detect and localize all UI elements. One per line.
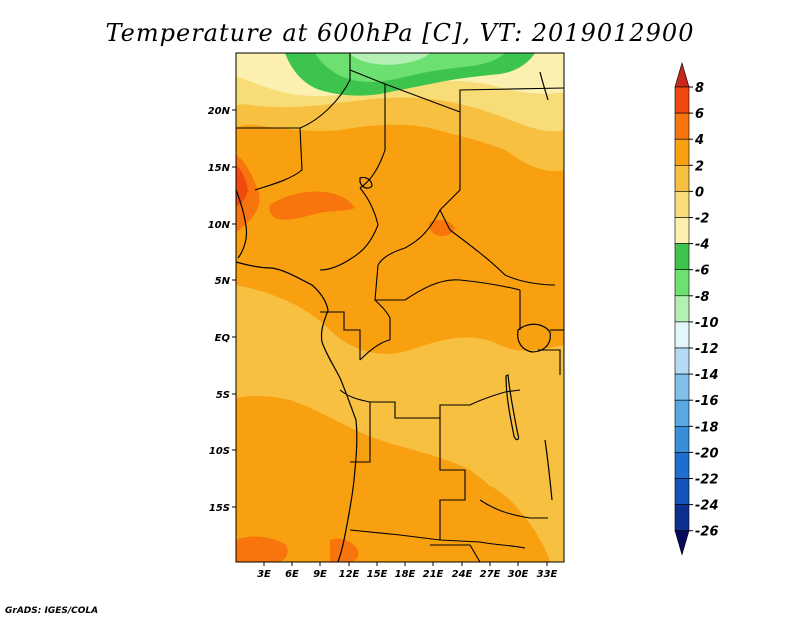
colorbar-swatch <box>674 243 690 271</box>
temperature-field-2-4-south <box>236 400 400 562</box>
red-sea-coast <box>539 71 549 101</box>
lon-tick-label: 27E <box>480 569 501 580</box>
lake-victoria-outline <box>517 323 551 353</box>
lake-chad-outline <box>359 176 373 189</box>
colorbar-swatch <box>674 217 690 244</box>
colorbar-label: 0 <box>695 185 704 200</box>
colorbar-label: -12 <box>695 342 719 357</box>
colorbar-label: -4 <box>695 238 709 253</box>
colorbar-swatch <box>674 295 690 323</box>
colorbar-label: 6 <box>695 107 704 122</box>
colorbar-swatch-above-8 <box>674 61 690 88</box>
temperature-map <box>236 53 564 562</box>
colorbar-swatch <box>674 86 690 114</box>
colorbar-swatch <box>674 504 690 532</box>
lat-tick-label: 5N <box>215 276 231 287</box>
colorbar-swatch <box>674 191 690 218</box>
temperature-field-4-6-patch <box>290 206 312 216</box>
lat-tick-label: 15N <box>208 163 231 174</box>
colorbar-label: -16 <box>695 394 719 409</box>
temperature-field-0-2-south <box>236 285 564 562</box>
lon-tick-label: 24E <box>452 569 473 580</box>
colorbar-label: -14 <box>695 368 719 383</box>
temperature-field-2-4-southeast <box>429 470 550 562</box>
temperature-field-4-6-east <box>429 220 455 236</box>
lat-tick-label: 20N <box>208 106 231 117</box>
colorbar-label: -18 <box>695 420 719 435</box>
lat-tick-label: EQ <box>215 333 231 344</box>
colorbar-label: -22 <box>695 473 719 488</box>
country-borders <box>236 53 564 562</box>
coastline-west-bulge <box>236 189 248 259</box>
colorbar-label: 8 <box>695 81 704 96</box>
lat-tick-label: 10S <box>209 446 230 457</box>
longitude-axis: 3E 6E 9E 12E 15E 18E 21E 24E 27E 30E 33E <box>257 562 558 580</box>
colorbar-swatch <box>674 138 690 166</box>
temperature-field-4-6-south <box>330 538 359 562</box>
coastline-west-africa <box>236 261 358 562</box>
colorbar-swatch <box>674 269 690 297</box>
map-title: Temperature at 600hPa [C], VT: 201901290… <box>106 19 695 47</box>
lon-tick-label: 9E <box>313 569 327 580</box>
colorbar-label: -6 <box>695 264 709 279</box>
colorbar-swatch <box>674 425 690 453</box>
grads-credit: GrADS: IGES/COLA <box>5 606 98 616</box>
lon-tick-label: 6E <box>285 569 299 580</box>
lake-tanganyika-outline <box>505 374 520 441</box>
colorbar-swatch <box>674 321 690 349</box>
latitude-axis: 20N 15N 10N 5N EQ 5S 10S 15S <box>208 106 236 514</box>
temperature-field-4-6-southwest <box>236 536 288 562</box>
lon-tick-label: 30E <box>508 569 529 580</box>
colorbar-swatch <box>674 399 690 427</box>
temperature-field-4-6-sahel <box>269 191 355 220</box>
colorbar-label: -10 <box>695 316 719 331</box>
colorbar-label: 4 <box>694 133 704 148</box>
colorbar-swatch-below-minus26 <box>674 530 690 556</box>
temperature-field-6-8 <box>236 165 248 206</box>
lat-tick-label: 10N <box>208 220 231 231</box>
colorbar-swatch <box>674 478 690 505</box>
colorbar-label: -20 <box>695 446 719 461</box>
colorbar-label: -26 <box>695 525 719 540</box>
map-frame <box>235 52 565 563</box>
colorbar-swatch <box>674 347 690 375</box>
lon-tick-label: 21E <box>423 569 444 580</box>
colorbar-swatch <box>674 112 690 140</box>
colorbar-label: 2 <box>695 159 704 174</box>
colorbar-swatch <box>674 452 690 479</box>
colorbar-swatch <box>674 165 690 192</box>
colorbar-swatch <box>674 373 690 401</box>
lat-tick-label: 15S <box>209 503 230 514</box>
lon-tick-label: 3E <box>257 569 271 580</box>
temperature-colorbar: 8 6 4 2 0 -2 -4 -6 -8 -10 -12 -14 -16 -18 -20 -22 -24 -26 <box>674 61 719 556</box>
lon-tick-label: 12E <box>339 569 360 580</box>
temperature-field-minus10-minus8 <box>350 53 430 65</box>
lon-tick-label: 33E <box>537 569 558 580</box>
lake-malawi-outline <box>544 439 553 501</box>
lat-tick-label: 5S <box>216 390 230 401</box>
lon-tick-label: 15E <box>367 569 388 580</box>
colorbar-label: -24 <box>695 499 719 514</box>
lon-tick-label: 18E <box>395 569 416 580</box>
colorbar-label: -2 <box>695 212 709 227</box>
colorbar-label: -8 <box>695 290 709 305</box>
